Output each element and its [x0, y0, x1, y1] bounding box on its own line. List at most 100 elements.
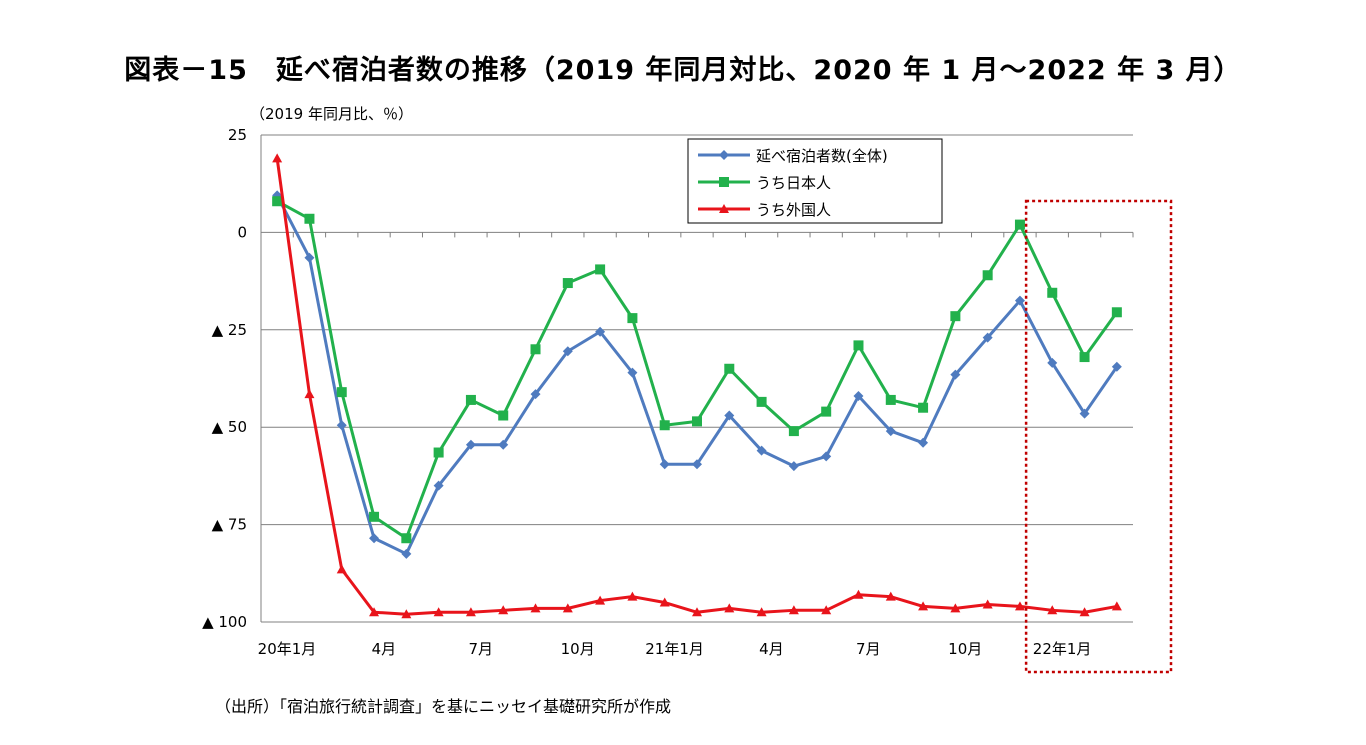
source-note: （出所）「宿泊旅行統計調査」を基にニッセイ基礎研究所が作成: [215, 697, 672, 716]
square-marker: [530, 344, 541, 355]
diamond-marker: [498, 439, 509, 450]
triangle-marker: [788, 605, 799, 615]
triangle-marker: [821, 605, 832, 615]
square-marker: [272, 196, 283, 207]
square-marker: [756, 396, 767, 407]
diamond-marker: [433, 480, 444, 491]
x-tick-label: 7月: [856, 640, 881, 658]
diamond-marker: [562, 346, 573, 357]
triangle-marker: [918, 601, 929, 611]
diamond-marker: [756, 445, 767, 456]
diamond-marker: [336, 420, 347, 431]
series-line: [275, 158, 1118, 616]
square-marker: [982, 270, 993, 281]
y-axis-unit-label: （2019 年同月比、％）: [250, 105, 413, 123]
diamond-marker: [304, 252, 315, 263]
triangle-marker: [336, 564, 347, 574]
square-marker: [336, 387, 347, 398]
square-marker: [1111, 307, 1122, 318]
diamond-marker: [724, 410, 735, 421]
diamond-marker: [1047, 357, 1058, 368]
square-marker: [885, 394, 896, 405]
diamond-marker: [1111, 361, 1122, 372]
legend-label: 延べ宿泊者数(全体): [756, 147, 888, 165]
triangle-marker: [1014, 601, 1025, 611]
y-tick-label: ▲ 100: [202, 613, 247, 631]
highlight-box: [1024, 199, 1173, 674]
y-tick-label: ▲ 50: [212, 418, 247, 436]
x-tick-label: 10月: [948, 640, 982, 658]
square-marker: [627, 313, 638, 324]
diamond-marker: [950, 369, 961, 380]
diamond-marker: [918, 437, 929, 448]
data-series: [272, 153, 1122, 619]
highlight-rect: [1024, 199, 1173, 674]
triangle-marker: [530, 603, 541, 613]
diamond-marker: [885, 426, 896, 437]
square-marker: [950, 311, 961, 322]
square-marker: [724, 363, 735, 374]
square-marker: [304, 213, 315, 224]
diamond-marker: [982, 332, 993, 343]
square-marker: [659, 420, 670, 431]
triangle-marker: [853, 589, 864, 599]
diamond-marker: [1079, 408, 1090, 419]
triangle-marker: [562, 603, 573, 613]
triangle-marker: [756, 607, 767, 617]
triangle-marker: [304, 389, 315, 399]
triangle-marker: [659, 597, 670, 607]
square-marker: [821, 406, 832, 417]
triangle-marker: [1111, 601, 1122, 611]
square-marker: [562, 278, 573, 289]
diamond-marker: [401, 548, 412, 559]
triangle-marker: [272, 153, 283, 163]
triangle-marker: [724, 603, 735, 613]
triangle-marker: [369, 607, 380, 617]
legend-label: うち外国人: [756, 201, 831, 219]
square-marker: [433, 447, 444, 458]
triangle-marker: [885, 591, 896, 601]
x-tick-label: 4月: [759, 640, 784, 658]
x-tick-label: 4月: [372, 640, 397, 658]
square-marker: [853, 340, 864, 351]
triangle-marker: [627, 591, 638, 601]
square-marker: [692, 416, 702, 427]
x-tick-label: 22年1月: [1033, 640, 1092, 658]
triangle-marker: [498, 605, 509, 615]
triangle-marker: [433, 607, 444, 617]
diamond-marker: [659, 459, 670, 470]
series-line: [276, 199, 1119, 540]
triangle-marker: [950, 603, 961, 613]
chart-title: 図表－15 延べ宿泊者数の推移（2019 年同月対比、2020 年 1 月～20…: [124, 55, 1242, 86]
diamond-marker: [530, 389, 541, 400]
y-tick-label: 25: [228, 126, 247, 144]
x-tick-labels: 20年1月 4月 7月 10月 21年1月 4月 7月 10月 22年1月: [258, 640, 1092, 658]
diamond-marker: [692, 459, 702, 470]
diamond-marker: [627, 367, 638, 378]
y-tick-label: 0: [237, 223, 247, 241]
square-marker: [465, 394, 476, 405]
diamond-marker: [595, 326, 606, 337]
square-marker: [918, 402, 929, 413]
x-tick-label: 21年1月: [645, 640, 704, 658]
axes: [260, 135, 1134, 623]
diamond-marker: [465, 439, 476, 450]
diamond-marker: [788, 461, 799, 472]
square-marker: [498, 410, 509, 421]
diamond-marker: [1014, 295, 1025, 306]
x-tick-label: 20年1月: [258, 640, 317, 658]
triangle-marker: [982, 599, 993, 609]
square-marker: [1079, 352, 1090, 363]
x-tick-label: 7月: [469, 640, 494, 658]
grid-lines: [261, 134, 1133, 526]
square-marker: [369, 511, 380, 522]
triangle-marker: [692, 607, 702, 617]
x-tick-label: 10月: [561, 640, 595, 658]
diamond-marker: [719, 150, 729, 160]
legend-label: うち日本人: [756, 174, 831, 192]
triangle-marker: [465, 607, 476, 617]
square-marker: [401, 533, 412, 544]
series-triangle: [272, 153, 1122, 619]
